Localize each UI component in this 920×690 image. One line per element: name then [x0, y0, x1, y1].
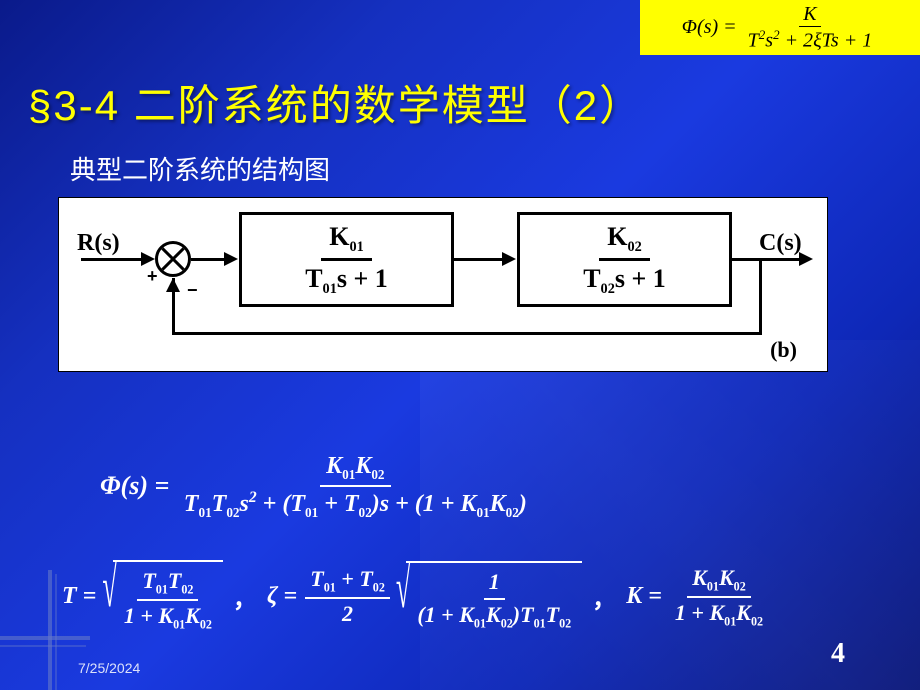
top-formula-den: T2s2 + 2ξTs + 1 [744, 27, 877, 53]
arrow-in-head [141, 252, 155, 266]
eq-main-num: K01K02 [320, 450, 390, 487]
T-lhs: T = [62, 583, 102, 610]
eq-main-den: T01T02s2 + (T01 + T02)s + (1 + K01K02) [178, 487, 533, 523]
diagram-input-label: R(s) [77, 230, 120, 257]
zeta-sqrt-den: (1 + K01K02)T01T02 [412, 600, 576, 633]
slide-title: §3-4 二阶系统的数学模型（2） [28, 72, 643, 133]
K-den: 1 + K01K02 [670, 598, 768, 631]
feedback-v1 [759, 260, 762, 335]
slide-subtitle: 典型二阶系统的结构图 [70, 150, 330, 187]
summing-junction [155, 241, 191, 277]
arrow-b1-b2 [454, 258, 504, 261]
bottom-equations: T = √ T01T02 1 + K01K02 ， ζ = T01 + T02 … [62, 560, 770, 634]
page-number: 4 [831, 638, 845, 670]
eq-main-lhs: Φ(s) = [100, 471, 176, 501]
arrow-b1-b2-head [502, 252, 516, 266]
zeta-lhs: ζ = [267, 583, 303, 610]
footer-date: 7/25/2024 [78, 660, 140, 676]
block-1: K01 T01s + 1 [239, 212, 454, 307]
plus-sign: + [147, 266, 158, 287]
diagram-output-label: C(s) [759, 230, 802, 257]
sep2: ， [592, 579, 616, 614]
block2-den: T02s + 1 [575, 261, 674, 300]
T-den: 1 + K01K02 [119, 601, 217, 634]
figure-label: (b) [770, 337, 797, 363]
K-lhs: K = [626, 583, 668, 610]
block1-den: T01s + 1 [297, 261, 396, 300]
K-num: K01K02 [687, 563, 751, 598]
top-formula-box: Φ(s) = K T2s2 + 2ξTs + 1 [640, 0, 920, 55]
arrow-sj-b1 [191, 258, 226, 261]
arrow-in [81, 258, 143, 261]
main-equation: Φ(s) = K01K02 T01T02s2 + (T01 + T02)s + … [100, 450, 535, 522]
arrow-sj-b1-head [224, 252, 238, 266]
decoration-axis-v [48, 570, 52, 690]
top-formula-num: K [799, 2, 820, 27]
block-2: K02 T02s + 1 [517, 212, 732, 307]
minus-sign: − [187, 280, 198, 301]
block2-num: K02 [599, 219, 650, 261]
feedback-arrow-head [166, 278, 180, 292]
decoration-axis-h [0, 636, 90, 640]
feedback-h [172, 332, 762, 335]
zeta-den1: 2 [337, 599, 358, 629]
block-diagram: R(s) + − K01 T01s + 1 K02 T02s + 1 C(s) [58, 197, 828, 372]
block1-num: K01 [321, 219, 372, 261]
zeta-num: T01 + T02 [305, 564, 390, 599]
arrow-out [732, 258, 802, 261]
decoration-axis-h2 [0, 645, 86, 647]
zeta-sqrt-num: 1 [484, 567, 505, 599]
sep1: ， [233, 579, 257, 614]
decoration-axis-v2 [55, 574, 57, 690]
top-formula-lhs: Φ(s) = [682, 16, 742, 39]
T-num: T01T02 [137, 566, 198, 601]
